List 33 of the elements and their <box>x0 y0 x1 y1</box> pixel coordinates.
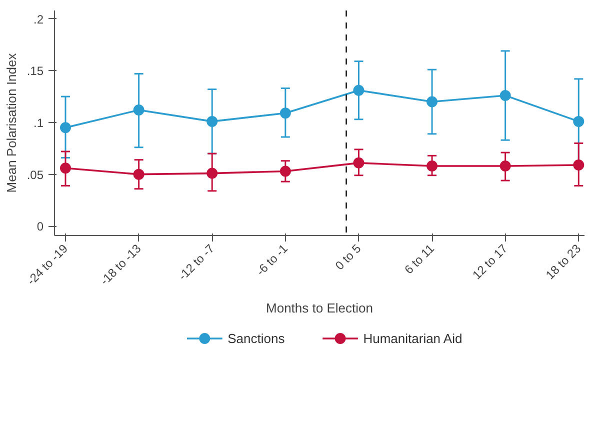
point <box>60 122 71 134</box>
legend-label: Sanctions <box>228 331 286 346</box>
point <box>133 168 144 180</box>
x-axis-title: Months to Election <box>266 300 373 316</box>
point <box>280 166 291 177</box>
point <box>573 116 584 127</box>
y-axis-title: Mean Polarisation Index <box>4 52 19 193</box>
point <box>133 104 144 116</box>
point <box>573 160 584 170</box>
legend-label: Humanitarian Aid <box>363 331 462 346</box>
y-tick-label: .1 <box>33 116 44 130</box>
point <box>426 96 438 108</box>
point <box>426 160 438 172</box>
x-tick-label: -12 to -7 <box>176 241 218 284</box>
point <box>353 157 364 168</box>
y-tick-label: 0 <box>36 220 44 234</box>
x-tick-label: -18 to -13 <box>98 241 144 288</box>
point <box>206 168 218 179</box>
point <box>353 84 364 96</box>
y-tick-label: .05 <box>26 168 44 182</box>
point <box>60 162 71 174</box>
x-tick-label: 6 to 11 <box>402 241 438 277</box>
point <box>206 116 218 127</box>
x-tick-label: 0 to 5 <box>332 241 364 273</box>
x-tick-label: -6 to -1 <box>254 241 291 278</box>
y-tick-label: .2 <box>33 12 44 26</box>
y-tick-label: .15 <box>26 64 44 78</box>
point <box>500 90 511 102</box>
point <box>280 108 291 119</box>
x-tick-label: 18 to 23 <box>543 241 584 282</box>
x-tick-label: 12 to 17 <box>470 241 511 282</box>
point <box>500 160 511 172</box>
x-tick-label: -24 to -19 <box>24 241 71 288</box>
